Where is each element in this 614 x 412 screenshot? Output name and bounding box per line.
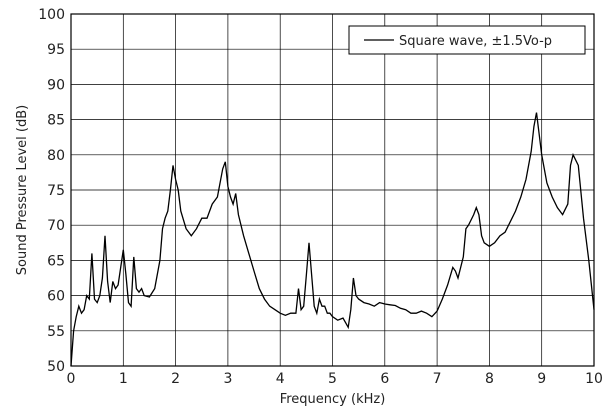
y-axis-title: Sound Pressure Level (dB) xyxy=(15,105,30,275)
y-tick-label: 95 xyxy=(47,42,65,58)
x-tick-label: 7 xyxy=(433,371,442,387)
x-tick-label: 9 xyxy=(537,371,546,387)
y-tick-label: 65 xyxy=(47,253,65,269)
x-tick-label: 4 xyxy=(276,371,285,387)
y-tick-label: 60 xyxy=(47,289,65,305)
x-tick-label: 8 xyxy=(485,371,494,387)
x-tick-label: 2 xyxy=(171,371,180,387)
x-tick-label: 5 xyxy=(328,371,337,387)
y-tick-label: 75 xyxy=(47,183,65,199)
x-tick-label: 3 xyxy=(223,371,232,387)
y-tick-label: 85 xyxy=(47,113,65,129)
y-tick-label: 55 xyxy=(47,324,65,340)
y-tick-label: 90 xyxy=(47,77,65,93)
y-tick-label: 70 xyxy=(47,218,65,234)
y-tick-label: 50 xyxy=(47,359,65,375)
x-tick-label: 0 xyxy=(67,371,76,387)
x-tick-label: 10 xyxy=(585,371,603,387)
x-tick-label: 1 xyxy=(119,371,128,387)
x-tick-label: 6 xyxy=(380,371,389,387)
y-tick-label: 100 xyxy=(38,7,65,23)
legend: Square wave, ±1.5Vo-p xyxy=(349,26,585,54)
x-axis-title: Frequency (kHz) xyxy=(280,392,386,407)
y-tick-label: 80 xyxy=(47,148,65,164)
legend-label: Square wave, ±1.5Vo-p xyxy=(399,34,552,49)
